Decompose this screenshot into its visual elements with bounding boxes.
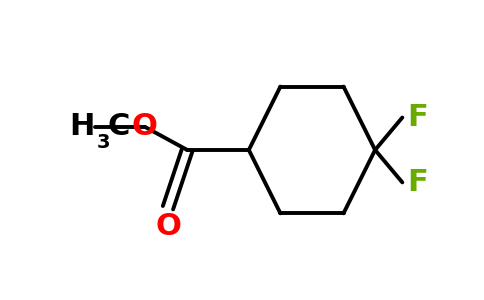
- Text: F: F: [407, 103, 428, 132]
- Text: O: O: [132, 112, 158, 141]
- Text: O: O: [155, 212, 181, 241]
- Text: F: F: [407, 168, 428, 197]
- Text: C: C: [107, 112, 130, 141]
- Text: H: H: [69, 112, 95, 141]
- Text: 3: 3: [96, 133, 110, 152]
